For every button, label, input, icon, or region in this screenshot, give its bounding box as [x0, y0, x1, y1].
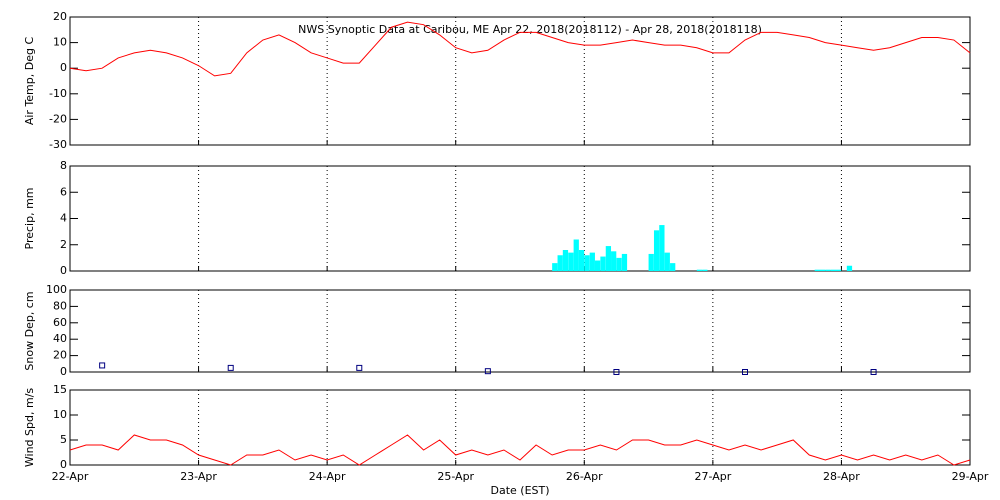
- x-tick-label: 25-Apr: [437, 470, 474, 483]
- y-tick-label: 60: [53, 316, 67, 329]
- chart-title: NWS Synoptic Data at Caribou, ME Apr 22,…: [298, 23, 762, 36]
- snow-marker: [742, 369, 748, 375]
- precip-bar: [830, 269, 837, 271]
- y-axis-label: Air Temp, Deg C: [23, 37, 36, 126]
- precip-bar: [836, 269, 842, 271]
- precip-bar: [605, 246, 612, 271]
- y-tick-label: 6: [60, 185, 67, 198]
- precip-bar: [562, 250, 569, 271]
- precip-bar: [600, 256, 606, 271]
- data-line: [69, 21, 971, 77]
- y-tick-label: 8: [60, 159, 67, 172]
- x-tick-label: 24-Apr: [309, 470, 346, 483]
- y-tick-label: 5: [60, 433, 67, 446]
- snow-marker: [227, 364, 234, 371]
- y-axis-label: Wind Spd, m/s: [23, 388, 36, 468]
- precip-bar: [670, 263, 676, 271]
- y-tick-label: 0: [60, 264, 67, 277]
- y-tick-label: -20: [49, 112, 67, 125]
- y-tick-label: 4: [60, 212, 67, 225]
- precip-bar: [621, 253, 628, 271]
- panel-frame: [69, 289, 971, 373]
- precip-bar: [616, 257, 622, 271]
- y-tick-label: 100: [46, 283, 67, 296]
- precip-bar: [594, 260, 601, 271]
- precip-bar: [584, 255, 590, 271]
- y-tick-label: 0: [60, 365, 67, 378]
- precip-bar: [611, 251, 617, 271]
- precip-bar: [653, 230, 660, 271]
- y-tick-label: 10: [53, 408, 67, 421]
- x-axis-label: Date (EST): [490, 484, 549, 497]
- y-tick-label: 20: [53, 10, 67, 23]
- snow-marker: [870, 369, 877, 375]
- x-tick-label: 26-Apr: [566, 470, 603, 483]
- x-tick-label: 22-Apr: [52, 470, 89, 483]
- precip-bar: [557, 255, 563, 271]
- snow-marker: [484, 368, 491, 375]
- y-tick-label: 0: [60, 458, 67, 471]
- precip-bar: [846, 265, 853, 271]
- precip-bar: [664, 252, 670, 271]
- precip-bar: [659, 225, 665, 271]
- y-tick-label: 2: [60, 238, 67, 251]
- x-tick-label: 27-Apr: [694, 470, 731, 483]
- precip-bar: [819, 269, 826, 271]
- snow-marker: [613, 369, 620, 375]
- panel-frame: [69, 165, 971, 272]
- x-tick-label: 28-Apr: [823, 470, 860, 483]
- precip-bar: [552, 263, 558, 271]
- snow-marker: [99, 362, 106, 369]
- x-tick-label: 23-Apr: [180, 470, 217, 483]
- panel-frame: [69, 389, 971, 466]
- precip-bar: [702, 269, 708, 271]
- x-tick-label: 29-Apr: [952, 470, 989, 483]
- y-tick-label: 15: [53, 383, 67, 396]
- precip-bar: [814, 269, 820, 271]
- y-axis-label: Precip, mm: [23, 188, 36, 250]
- y-tick-label: 80: [53, 299, 67, 312]
- precip-bar: [589, 252, 595, 271]
- precip-bar: [573, 239, 579, 271]
- precip-bar: [648, 253, 654, 271]
- y-axis-label: Snow Dep, cm: [23, 291, 36, 370]
- y-tick-label: 10: [53, 36, 67, 49]
- precip-bar: [696, 269, 703, 271]
- snow-marker: [356, 364, 363, 371]
- precip-bar: [825, 269, 831, 271]
- y-tick-label: 0: [60, 61, 67, 74]
- y-tick-label: -30: [49, 138, 67, 151]
- precip-bar: [568, 252, 574, 271]
- data-line: [69, 434, 971, 466]
- precip-bar: [578, 250, 585, 271]
- y-tick-label: -10: [49, 87, 67, 100]
- y-tick-label: 40: [53, 332, 67, 345]
- panel-frame: [69, 16, 971, 146]
- y-tick-label: 20: [53, 349, 67, 362]
